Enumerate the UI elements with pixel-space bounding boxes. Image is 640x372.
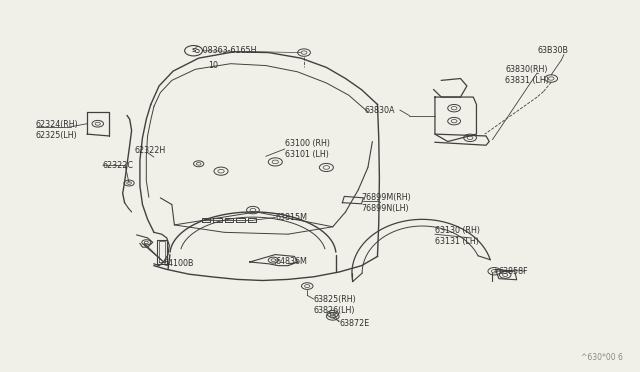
- Text: 62324(RH): 62324(RH): [36, 121, 79, 129]
- Text: 76899M(RH): 76899M(RH): [362, 193, 412, 202]
- Text: 62325(LH): 62325(LH): [36, 131, 77, 141]
- Text: 10: 10: [208, 61, 218, 70]
- Text: S: S: [191, 48, 196, 53]
- Text: 63101 (LH): 63101 (LH): [285, 150, 329, 159]
- Text: 63830A: 63830A: [365, 106, 396, 115]
- Text: 63830(RH): 63830(RH): [505, 65, 548, 74]
- Text: 63858F: 63858F: [499, 267, 529, 276]
- Text: 76899N(LH): 76899N(LH): [362, 204, 409, 213]
- Text: 62322C: 62322C: [103, 161, 134, 170]
- Text: 63131 (LH): 63131 (LH): [435, 237, 479, 246]
- Text: 62322H: 62322H: [135, 146, 166, 155]
- Text: 63130 (RH): 63130 (RH): [435, 226, 480, 235]
- Text: 63825(RH): 63825(RH): [314, 295, 356, 304]
- Text: 63872E: 63872E: [339, 319, 369, 328]
- Text: 63826(LH): 63826(LH): [314, 306, 355, 315]
- Text: ^630*00 6: ^630*00 6: [582, 353, 623, 362]
- Text: 64836M: 64836M: [275, 257, 307, 266]
- Text: 63815M: 63815M: [275, 213, 307, 222]
- Text: 63100 (RH): 63100 (RH): [285, 139, 330, 148]
- Text: 63831 (LH): 63831 (LH): [505, 76, 549, 85]
- Text: 64100B: 64100B: [164, 259, 194, 268]
- Text: 63B30B: 63B30B: [537, 46, 568, 55]
- Text: S 08363-6165H: S 08363-6165H: [195, 46, 257, 55]
